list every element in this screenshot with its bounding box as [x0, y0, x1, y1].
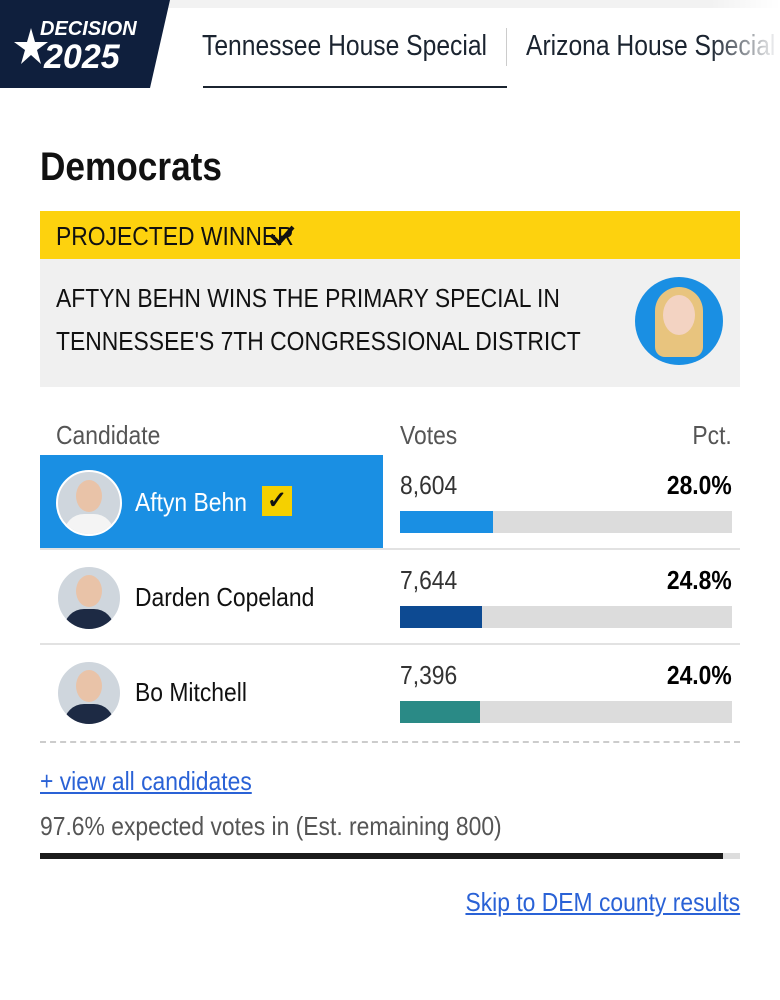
expected-text: 97.6% expected votes in (Est. remaining … [40, 811, 502, 841]
candidate-row: Darden Copeland 7,644 24.8% [40, 548, 740, 644]
pct-bar [400, 511, 493, 533]
tab-fade [710, 0, 780, 90]
winner-check: ✓ [262, 486, 292, 516]
headline-box: AFTYN BEHN WINS THE PRIMARY SPECIAL IN T… [40, 259, 740, 387]
photo-body [64, 514, 114, 534]
photo-face [76, 670, 102, 702]
candidate-cell: Bo Mitchell [40, 645, 383, 739]
photo-body [64, 704, 114, 724]
candidate-name: Darden Copeland [135, 582, 315, 612]
photo-body [64, 609, 114, 629]
pct-track [400, 511, 732, 533]
tab-divider [506, 28, 507, 66]
candidate-name: Aftyn Behn [135, 487, 247, 517]
column-header: Votes [400, 420, 458, 450]
pct-track [400, 701, 732, 723]
row-divider [40, 548, 740, 550]
winner-photo [635, 277, 723, 365]
tab-underline [203, 86, 507, 88]
tab-clip: Arizona House Special [520, 0, 780, 90]
pct: 24.8% [667, 565, 732, 595]
candidate-photo [56, 565, 122, 631]
row-divider [40, 643, 740, 645]
logo-top: DECISION [40, 18, 137, 40]
pct: 28.0% [667, 470, 732, 500]
county-link[interactable]: Skip to DEM county results [465, 887, 740, 917]
pct-bar [400, 701, 480, 723]
photo-face [663, 295, 695, 335]
view-all-link[interactable]: + view all candidates [40, 766, 252, 796]
candidate-cell: Aftyn Behn ✓ [40, 455, 383, 549]
pct-bar [400, 606, 483, 628]
expected-bar [40, 853, 724, 859]
logo-bottom: 2025 [44, 38, 120, 76]
votes: 7,396 [400, 660, 458, 690]
logo[interactable]: DECISION 2025 [0, 0, 170, 88]
banner-check [269, 225, 295, 246]
candidate-photo [56, 470, 122, 536]
column-header: Candidate [56, 420, 161, 450]
column-header: Pct. [692, 420, 732, 450]
banner: PROJECTED WINNER [40, 211, 740, 259]
expected-track [40, 853, 740, 859]
banner-text: PROJECTED WINNER [56, 221, 294, 251]
candidate-row: Bo Mitchell 7,396 24.0% [40, 643, 740, 739]
tab[interactable]: Tennessee House Special [202, 30, 488, 62]
headline-line: AFTYN BEHN WINS THE PRIMARY SPECIAL IN [56, 283, 560, 313]
votes: 7,644 [400, 565, 458, 595]
candidate-row: Aftyn Behn ✓ 8,604 28.0% [40, 455, 740, 549]
photo-face [76, 575, 102, 607]
headline-line: TENNESSEE'S 7TH CONGRESSIONAL DISTRICT [56, 326, 581, 356]
section-title: Democrats [40, 145, 222, 189]
top-strip [0, 0, 780, 8]
pct: 24.0% [667, 660, 732, 690]
candidate-cell: Darden Copeland [40, 550, 383, 644]
photo-face [76, 480, 102, 512]
candidate-photo [56, 660, 122, 726]
dashed-divider [40, 741, 740, 743]
pct-track [400, 606, 732, 628]
logo-star [14, 28, 48, 64]
votes: 8,604 [400, 470, 458, 500]
candidate-name: Bo Mitchell [135, 677, 247, 707]
